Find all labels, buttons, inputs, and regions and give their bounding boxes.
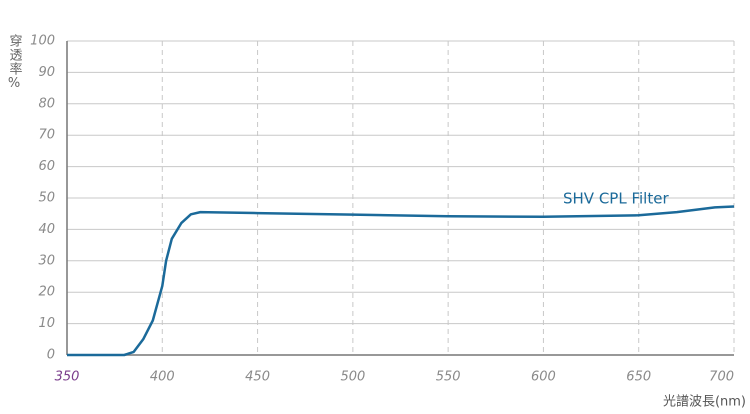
- y-tick-label: 100: [30, 34, 55, 49]
- y-tick-label: 10: [38, 316, 55, 331]
- y-tick-label: 70: [38, 128, 55, 143]
- y-tick-label: 50: [38, 191, 55, 206]
- x-tick-label: 450: [245, 370, 270, 385]
- x-tick-label: 550: [436, 370, 461, 385]
- x-axis-label: 光譜波長(nm): [663, 395, 746, 410]
- x-tick-label: 500: [340, 370, 365, 385]
- y-tick-label: 60: [38, 159, 55, 174]
- y-tick-label: 0: [47, 348, 55, 363]
- y-axis-label: 穿透率%: [7, 33, 23, 92]
- y-tick-label: 90: [38, 65, 55, 80]
- data-line: [67, 205, 735, 357]
- x-tick-label: 400: [150, 370, 175, 385]
- x-tick-label: 600: [531, 370, 556, 385]
- y-tick-label: 40: [38, 222, 55, 237]
- y-tick-label: 20: [38, 285, 55, 300]
- x-tick-label: 350: [55, 370, 80, 385]
- y-tick-label: 80: [38, 96, 55, 111]
- annotation: SHV CPL Filter: [563, 190, 669, 208]
- x-tick-label: 700: [709, 370, 734, 385]
- x-tick-label: 650: [626, 370, 651, 385]
- y-tick-label: 30: [38, 253, 55, 268]
